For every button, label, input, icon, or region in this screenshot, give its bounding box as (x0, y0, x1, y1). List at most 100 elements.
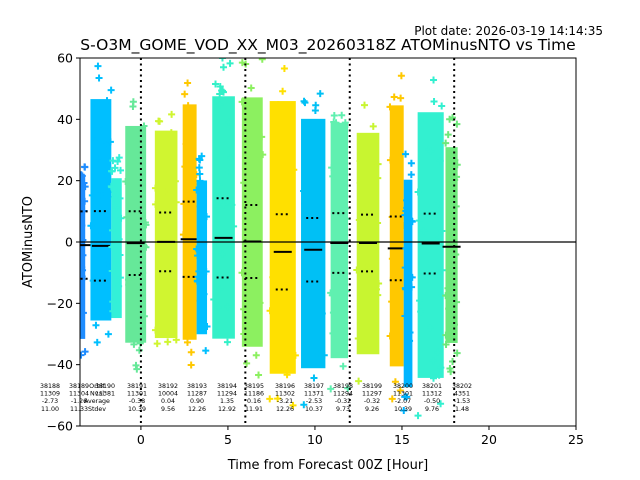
data-point (291, 351, 299, 359)
data-point (312, 101, 320, 109)
data-point (394, 160, 402, 168)
data-point (157, 226, 165, 234)
data-point (166, 144, 174, 152)
data-point (105, 193, 113, 201)
y-tick-label: −60 (47, 419, 73, 434)
data-point (129, 274, 137, 282)
data-point (238, 59, 246, 67)
orbit-series-38200 (386, 72, 407, 403)
data-point (429, 357, 437, 365)
stat-nval: 11287 (187, 391, 207, 398)
data-point (402, 244, 410, 252)
stat-stdev: 9.76 (425, 406, 439, 413)
data-point (388, 255, 396, 263)
data-point (366, 345, 374, 353)
data-point (375, 280, 383, 288)
data-point (104, 330, 112, 338)
data-point (172, 198, 180, 206)
data-point (250, 242, 258, 250)
data-point (80, 171, 85, 179)
data-point (360, 263, 368, 271)
data-point (171, 177, 179, 185)
orbit-series-38196 (266, 65, 299, 409)
point-cloud (330, 122, 349, 359)
data-point (274, 101, 282, 109)
data-point (95, 74, 103, 82)
data-point (313, 192, 321, 200)
stat-orbit: 38193 (187, 383, 207, 390)
data-point (284, 307, 292, 315)
stat-stdev: 11.91 (245, 406, 263, 413)
data-point (415, 217, 423, 225)
data-point (183, 167, 191, 175)
stat-average: -0.32 (364, 398, 380, 405)
data-point (259, 151, 267, 159)
data-point (198, 201, 206, 209)
data-point (389, 274, 397, 282)
data-point (162, 294, 170, 302)
data-point (331, 325, 339, 333)
stat-average: -1.53 (454, 398, 470, 405)
data-point (152, 200, 160, 208)
data-point (434, 200, 442, 208)
data-point (312, 301, 320, 309)
data-point (226, 59, 234, 67)
data-point (444, 284, 452, 292)
data-point (442, 341, 450, 349)
data-point (181, 90, 189, 98)
data-point (212, 80, 220, 88)
data-point (372, 285, 380, 293)
data-point (447, 368, 455, 376)
data-point (337, 145, 345, 153)
data-point (355, 216, 363, 224)
stat-nval: 11304 (69, 391, 89, 398)
data-point (165, 157, 173, 165)
data-point (336, 228, 344, 236)
data-point (228, 201, 236, 209)
data-point (156, 188, 164, 196)
data-point (198, 253, 206, 261)
data-point (339, 306, 347, 314)
x-tick-label: 5 (224, 432, 232, 447)
data-point (339, 362, 347, 370)
y-tick-label: 60 (57, 51, 73, 66)
data-point (286, 263, 294, 271)
stat-stdev: 11.33 (70, 406, 88, 413)
data-point (132, 145, 140, 153)
data-point (433, 115, 441, 123)
data-point (251, 167, 259, 175)
stat-nval: 4351 (454, 391, 470, 398)
data-point (343, 287, 351, 295)
stat-average: 1.35 (220, 398, 234, 405)
data-point (320, 351, 328, 359)
data-point (164, 338, 172, 346)
data-point (453, 349, 461, 357)
data-point (392, 343, 400, 351)
data-point (93, 338, 101, 346)
data-point (438, 227, 446, 235)
data-point (400, 407, 408, 414)
stat-nval: 11371 (304, 391, 324, 398)
data-point (313, 284, 321, 292)
data-point (330, 112, 338, 120)
data-point (196, 280, 204, 288)
data-point (100, 278, 108, 286)
data-point (417, 308, 425, 316)
data-point (374, 291, 382, 299)
data-point (94, 154, 102, 162)
data-point (81, 183, 89, 191)
data-point (202, 268, 210, 276)
stat-average: -0.32 (335, 398, 351, 405)
data-point (195, 164, 203, 172)
data-point (362, 242, 370, 250)
data-point (108, 226, 116, 234)
stat-stdev: 9.26 (365, 406, 379, 413)
data-point (80, 247, 85, 255)
data-point (140, 122, 148, 130)
data-point (184, 252, 192, 260)
data-point (216, 285, 224, 293)
data-point (386, 332, 394, 340)
data-point (115, 154, 123, 162)
data-point (408, 218, 416, 226)
data-point (405, 273, 413, 281)
